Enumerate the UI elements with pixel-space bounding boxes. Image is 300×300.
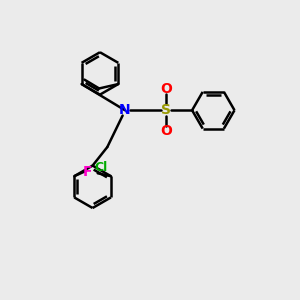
Text: N: N (119, 103, 131, 117)
Text: Cl: Cl (95, 161, 108, 174)
Text: O: O (160, 82, 172, 96)
Text: O: O (160, 124, 172, 138)
Text: S: S (161, 103, 171, 117)
Text: F: F (82, 165, 92, 179)
